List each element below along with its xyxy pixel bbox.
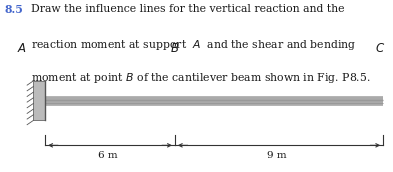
Text: 9 m: 9 m [267, 151, 287, 160]
Bar [33, 81, 45, 120]
Text: $B$: $B$ [170, 42, 180, 55]
Text: moment at point $B$ of the cantilever beam shown in Fig. P8.5.: moment at point $B$ of the cantilever be… [31, 71, 370, 85]
Text: $C$: $C$ [375, 42, 386, 55]
Text: reaction moment at support  $A$  and the shear and bending: reaction moment at support $A$ and the s… [31, 38, 356, 52]
Text: Draw the influence lines for the vertical reaction and the: Draw the influence lines for the vertica… [31, 4, 344, 14]
Text: 6 m: 6 m [98, 151, 118, 160]
Text: 8.5: 8.5 [5, 4, 24, 15]
Text: $A$: $A$ [17, 42, 27, 55]
